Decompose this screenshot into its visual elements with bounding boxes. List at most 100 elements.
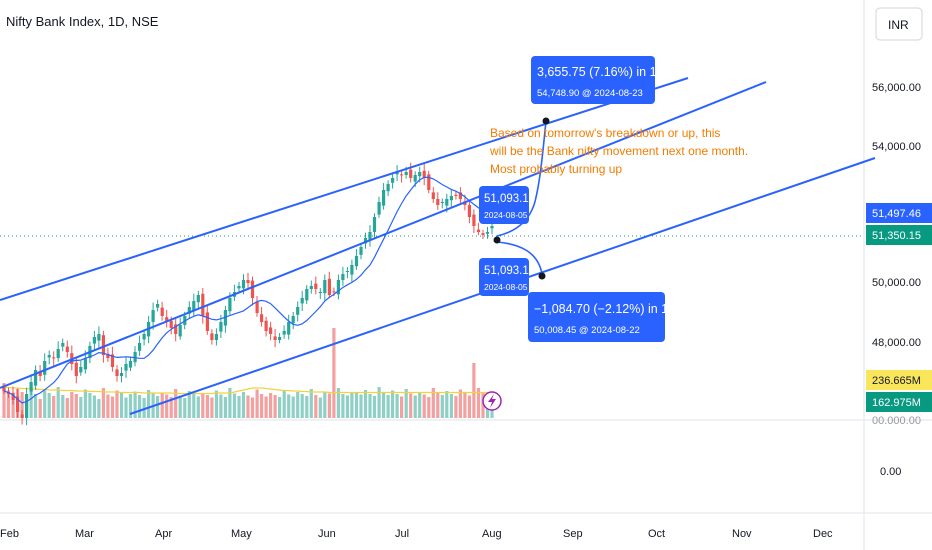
candle-body (250, 280, 255, 298)
candle-body (52, 357, 56, 359)
candle-body (427, 174, 431, 190)
volume-bar (214, 390, 218, 418)
currency-button[interactable]: INR (875, 7, 923, 41)
volume-bar (418, 392, 422, 418)
anchor-callout-bottom[interactable]: 51,093.15 2024-08-05 (479, 258, 535, 296)
projection-down-target[interactable] (538, 272, 546, 280)
volume-bar (278, 397, 282, 418)
candle-body (300, 298, 304, 304)
volume-bar (52, 396, 56, 418)
candle-body (287, 322, 291, 335)
volume-bar (449, 394, 453, 418)
candle-body (74, 362, 78, 376)
candle-body (34, 370, 38, 386)
candle-body (29, 382, 33, 392)
volume-bar (323, 391, 327, 418)
projection-up-path (496, 120, 547, 237)
volume-bar (391, 390, 395, 418)
note-line-3: Most probably turning up (490, 162, 622, 176)
volume-tick: 0.00 (880, 466, 901, 478)
candle-body (241, 280, 246, 289)
candle-body (47, 355, 51, 358)
projection-up-change: 3,655.75 (7.16%) in 18d (537, 65, 670, 79)
candle-body (327, 278, 331, 295)
price-tick: 54,000.00 (872, 141, 921, 153)
volume-bar (43, 390, 47, 418)
volume-bar (255, 389, 259, 418)
volume-bar (38, 399, 42, 418)
candle-body (372, 217, 377, 232)
candle-body (43, 361, 47, 375)
candle-body (436, 199, 440, 205)
volume-bar (386, 395, 390, 418)
volume-bar (124, 397, 128, 418)
candle-body (323, 280, 327, 294)
volume-bar (422, 394, 426, 418)
price-axis[interactable]: 56,000.00 54,000.00 50,000.00 48,000.00 … (872, 82, 921, 478)
volume-bar (440, 395, 444, 418)
volume-bar (436, 392, 440, 418)
candle-body (490, 226, 494, 229)
candle-body (422, 170, 426, 178)
projection-up-callout[interactable]: 3,655.75 (7.16%) in 18d 54,748.90 @ 2024… (531, 56, 670, 104)
candle-body (25, 394, 29, 418)
volume-bar (359, 394, 363, 418)
candle-body (449, 196, 453, 201)
candle-body (278, 337, 282, 340)
svg-text:INR: INR (888, 18, 909, 32)
volume-bar (427, 397, 431, 418)
anchor-callout-top[interactable]: 51,093.15 2024-08-05 (479, 186, 535, 224)
volume-bar (481, 392, 485, 418)
candle-body (314, 283, 318, 289)
candle-body (485, 232, 490, 234)
anchor-bottom-date: 2024-08-05 (484, 282, 528, 292)
volume-bar (88, 393, 92, 418)
volume-bar (74, 394, 78, 418)
candle-body (354, 256, 359, 267)
volume-bar (372, 396, 377, 418)
lightning-icon[interactable] (482, 391, 502, 411)
volume-bar (458, 389, 462, 418)
time-axis[interactable]: Feb Mar Apr May Jun Jul Aug Sep Oct Nov … (0, 528, 833, 540)
time-tick: Dec (813, 528, 833, 540)
volume-bar (56, 387, 60, 418)
volume-bar (70, 392, 74, 418)
candle-body (165, 317, 169, 322)
volume-bar (165, 394, 169, 418)
trendline-middle[interactable] (0, 81, 767, 389)
candle-body (205, 312, 209, 331)
candle-body (97, 334, 101, 341)
candle-body (481, 233, 485, 235)
volume-bar (467, 395, 471, 418)
candle-body (106, 353, 110, 358)
candle-body (341, 274, 345, 280)
projection-down-callout[interactable]: −1,084.70 (−2.12%) in 17d 50,008.45 @ 20… (528, 292, 682, 342)
volume-bar (133, 391, 137, 418)
trendline-upper[interactable] (0, 77, 689, 301)
volume-bar (305, 396, 309, 418)
candle-body (395, 172, 399, 175)
candle-body (291, 316, 295, 324)
time-tick: Sep (563, 528, 583, 540)
time-tick: Apr (155, 528, 172, 540)
candle-body (101, 335, 105, 355)
candle-body (196, 295, 200, 303)
volume-bar (269, 393, 273, 418)
volume-ma-line (3, 386, 492, 395)
annotation-note[interactable]: Based on tomorrow's breakdown or up, thi… (489, 126, 748, 176)
price-ma-line (3, 176, 493, 404)
volume-bar (332, 328, 336, 418)
candle-body (228, 298, 232, 312)
projection-anchor-point[interactable] (493, 236, 501, 244)
volume-bar (79, 397, 83, 418)
volume-bar (260, 394, 264, 418)
volume-bar (169, 397, 173, 418)
volume-bar (363, 390, 368, 418)
candle-body (359, 247, 363, 255)
volume-bar (296, 392, 300, 418)
candle-body (332, 291, 336, 293)
candle-body (431, 192, 435, 199)
projection-up-target[interactable] (542, 117, 550, 125)
